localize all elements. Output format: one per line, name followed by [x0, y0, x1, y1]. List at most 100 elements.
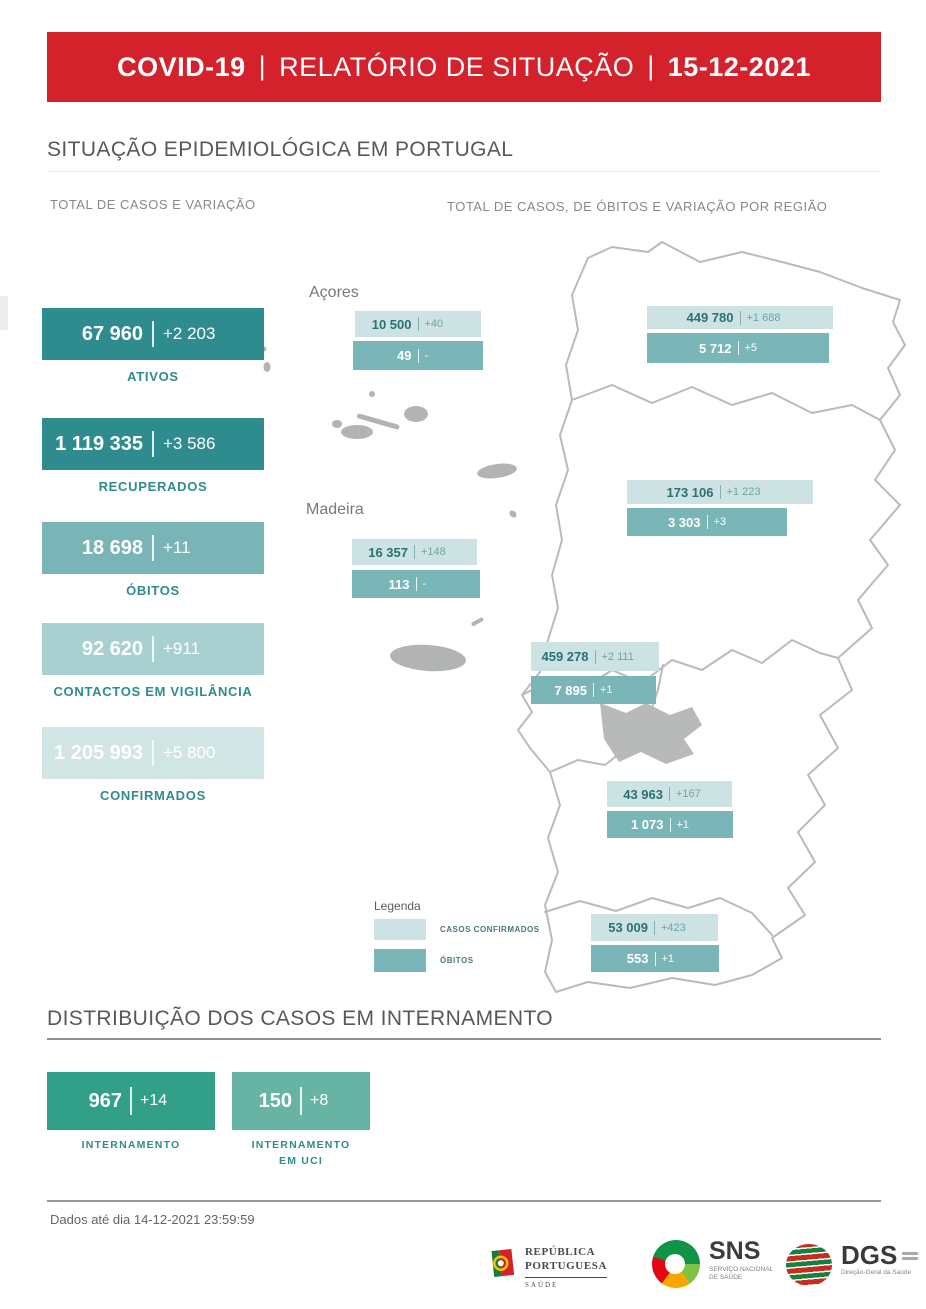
- stat-block-internment: 967 +14 INTERNAMENTO: [47, 1072, 215, 1154]
- region-cases-row: 10 500 +40: [355, 311, 481, 337]
- stat-variation: +5 800: [163, 743, 216, 762]
- region-stats-center: 173 106 +1 223 3 303 +3: [627, 480, 813, 536]
- legend-title: Legenda: [374, 899, 421, 913]
- region-deaths-variation: -: [424, 349, 429, 362]
- region-stats-lisbon: 459 278 +2 111 7 895 +1: [531, 642, 659, 704]
- dgs-tagline-illegible: [902, 1251, 919, 1260]
- region-deaths-variation: +5: [744, 342, 758, 354]
- region-deaths: 553: [626, 951, 649, 966]
- region-cases: 449 780: [686, 310, 734, 325]
- stat-value: 967: [88, 1089, 122, 1112]
- sns-sub-line1: SERVIÇO NACIONAL: [709, 1265, 774, 1273]
- divider: [417, 317, 419, 331]
- divider: [739, 310, 741, 325]
- stat-variation: +911: [163, 639, 201, 658]
- column-header-total-cases: TOTAL DE CASOS E VARIAÇÃO: [50, 197, 256, 212]
- dgs-sphere-icon: [786, 1244, 832, 1286]
- region-cases: 43 963: [623, 786, 663, 802]
- divider: [719, 485, 721, 499]
- banner-separator: |: [647, 50, 655, 81]
- region-deaths: 1 073: [630, 817, 664, 832]
- divider: [654, 951, 656, 966]
- region-deaths-row: 553 +1: [591, 945, 719, 972]
- region-cases: 16 357: [368, 544, 408, 560]
- region-cases: 10 500: [371, 316, 412, 332]
- logo-rule: [525, 1276, 608, 1278]
- stat-box: 1 119 335 +3 586: [42, 418, 264, 470]
- region-cases-row: 16 357 +148: [352, 539, 477, 565]
- azores-islands: [261, 346, 517, 518]
- legend-swatch-deaths: [374, 949, 426, 972]
- stat-value: 1 119 335: [55, 432, 143, 455]
- region-cases-variation: +167: [676, 788, 701, 800]
- logo-line2: PORTUGUESA: [525, 1259, 608, 1272]
- region-cases: 53 009: [608, 920, 648, 935]
- region-deaths-row: 5 712 +5: [647, 333, 829, 363]
- divider: [669, 817, 671, 832]
- region-stats-acores: 10 500 +40 49 -: [353, 311, 483, 370]
- region-cases-variation: +1 688: [746, 311, 781, 324]
- stat-block-confirmados: 1 205 993 +5 800 CONFIRMADOS: [42, 727, 264, 803]
- legend-item-deaths: ÓBITOS: [374, 949, 540, 972]
- region-deaths-row: 49 -: [353, 341, 483, 370]
- stat-box: 1 205 993 +5 800: [42, 727, 264, 779]
- data-cutoff-note: Dados até dia 14-12-2021 23:59:59: [50, 1212, 255, 1227]
- region-deaths: 49: [397, 348, 412, 363]
- stat-variation: +14: [140, 1092, 168, 1109]
- stat-label-line1: INTERNAMENTO: [251, 1139, 351, 1151]
- stat-block-obitos: 18 698 +11 ÓBITOS: [42, 522, 264, 598]
- stat-variation: +8: [310, 1092, 329, 1109]
- stat-block-ativos: 67 960 +2 203 ATIVOS: [42, 308, 264, 384]
- region-borders: [521, 384, 881, 936]
- divider: [152, 740, 154, 766]
- sns-sub-line2: DE SAÚDE: [709, 1273, 743, 1281]
- region-cases-row: 53 009 +423: [591, 914, 718, 941]
- legend-item-cases: CASOS CONFIRMADOS: [374, 919, 540, 940]
- stat-value: 18 698: [81, 536, 143, 559]
- region-cases-variation: +2 111: [601, 650, 634, 663]
- banner-separator: |: [258, 50, 267, 81]
- stat-block-recuperados: 1 119 335 +3 586 RECUPERADOS: [42, 418, 264, 494]
- region-cases-variation: +148: [421, 546, 446, 558]
- stat-variation: +2 203: [163, 324, 216, 343]
- divider: [706, 515, 708, 529]
- column-header-region: TOTAL DE CASOS, DE ÓBITOS E VARIAÇÃO POR…: [447, 199, 828, 214]
- stat-label: ATIVOS: [127, 369, 179, 384]
- region-stats-algarve: 53 009 +423 553 +1: [591, 914, 719, 972]
- region-cases-variation: +423: [661, 921, 686, 934]
- logo-republica-portuguesa: REPÚBLICA PORTUGUESA SAÚDE: [490, 1246, 608, 1289]
- region-stats-madeira: 16 357 +148 113 -: [352, 539, 480, 598]
- section-title-epidemiological: SITUAÇÃO EPIDEMIOLÓGICA EM PORTUGAL: [47, 138, 881, 172]
- stat-box: 92 620 +911: [42, 623, 264, 675]
- stat-label: RECUPERADOS: [98, 479, 208, 494]
- divider: [152, 535, 154, 561]
- stat-value: 150: [258, 1089, 292, 1112]
- region-cases-variation: +1 223: [726, 486, 761, 498]
- stat-box: 967 +14: [47, 1072, 215, 1130]
- legend-label: ÓBITOS: [440, 956, 474, 965]
- stat-label: INTERNAMENTO: [81, 1139, 181, 1151]
- region-deaths-variation: +3: [713, 516, 727, 528]
- legend-swatch-cases: [374, 919, 426, 940]
- region-deaths-row: 7 895 +1: [531, 676, 656, 704]
- divider: [300, 1087, 302, 1115]
- region-deaths-row: 3 303 +3: [627, 508, 787, 536]
- region-deaths-row: 113 -: [352, 570, 480, 598]
- dgs-wordmark: DGS: [841, 1240, 898, 1270]
- divider: [737, 341, 739, 355]
- sns-wordmark: SNS: [709, 1237, 761, 1265]
- stat-label: INTERNAMENTO EM UCI: [232, 1138, 370, 1170]
- region-cases: 173 106: [666, 484, 714, 500]
- region-stats-alentejo: 43 963 +167 1 073 +1: [607, 781, 733, 838]
- stat-block-contactos: 92 620 +911 CONTACTOS EM VIGILÂNCIA: [42, 623, 264, 699]
- footer-divider: [47, 1200, 881, 1202]
- region-deaths-variation: -: [422, 578, 427, 590]
- legend-label: CASOS CONFIRMADOS: [440, 925, 540, 934]
- divider: [414, 545, 415, 559]
- stat-box: 18 698 +11: [42, 522, 264, 574]
- banner-subtitle: RELATÓRIO DE SITUAÇÃO: [279, 51, 635, 82]
- map-legend: Legenda CASOS CONFIRMADOS ÓBITOS: [374, 899, 540, 981]
- region-stats-north: 449 780 +1 688 5 712 +5: [647, 306, 833, 363]
- banner-title: COVID-19: [117, 51, 246, 82]
